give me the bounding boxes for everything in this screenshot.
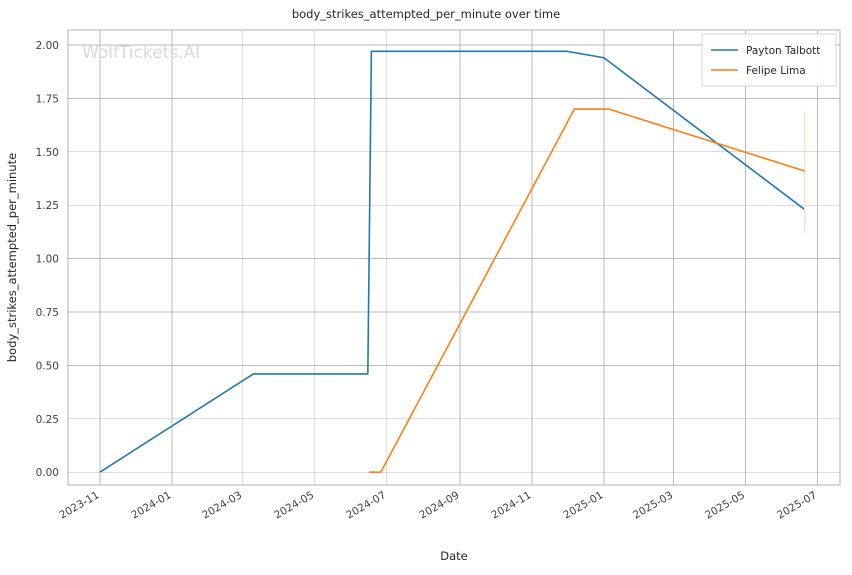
y-tick-label: 1.50 [36,147,59,159]
y-tick-label: 0.75 [36,307,59,319]
series-layer [99,50,806,473]
x-axis-label: Date [440,549,468,563]
legend-background [701,33,837,87]
y-tick-label: 1.00 [36,254,59,266]
plot-area-border [67,29,841,486]
legend-label: Payton Talbott [746,45,820,57]
y-tick-label: 1.25 [36,200,59,212]
chart-title: body_strikes_attempted_per_minute over t… [292,7,560,21]
y-tick-label: 0.00 [36,467,59,479]
y-tick-label: 0.50 [36,360,59,372]
y-tick-label: 2.00 [36,40,59,52]
x-gridlines [99,30,818,485]
y-axis-ticks: 0.00 0.25 0.50 0.75 1.00 1.25 1.50 1.75 2.00 [36,40,59,479]
y-tick-label: 0.25 [36,414,59,426]
legend-label: Felipe Lima [746,65,806,77]
y-gridlines [68,44,840,473]
series-line [369,108,805,473]
y-axis-label: body_strikes_attempted_per_minute [5,153,19,362]
y-tick-label: 1.75 [36,93,59,105]
chart-legend: Payton Talbott Felipe Lima [701,33,837,87]
series-line [99,50,806,473]
watermark-text: WolfTickets.AI [82,43,200,63]
plot-area-background [68,30,840,485]
